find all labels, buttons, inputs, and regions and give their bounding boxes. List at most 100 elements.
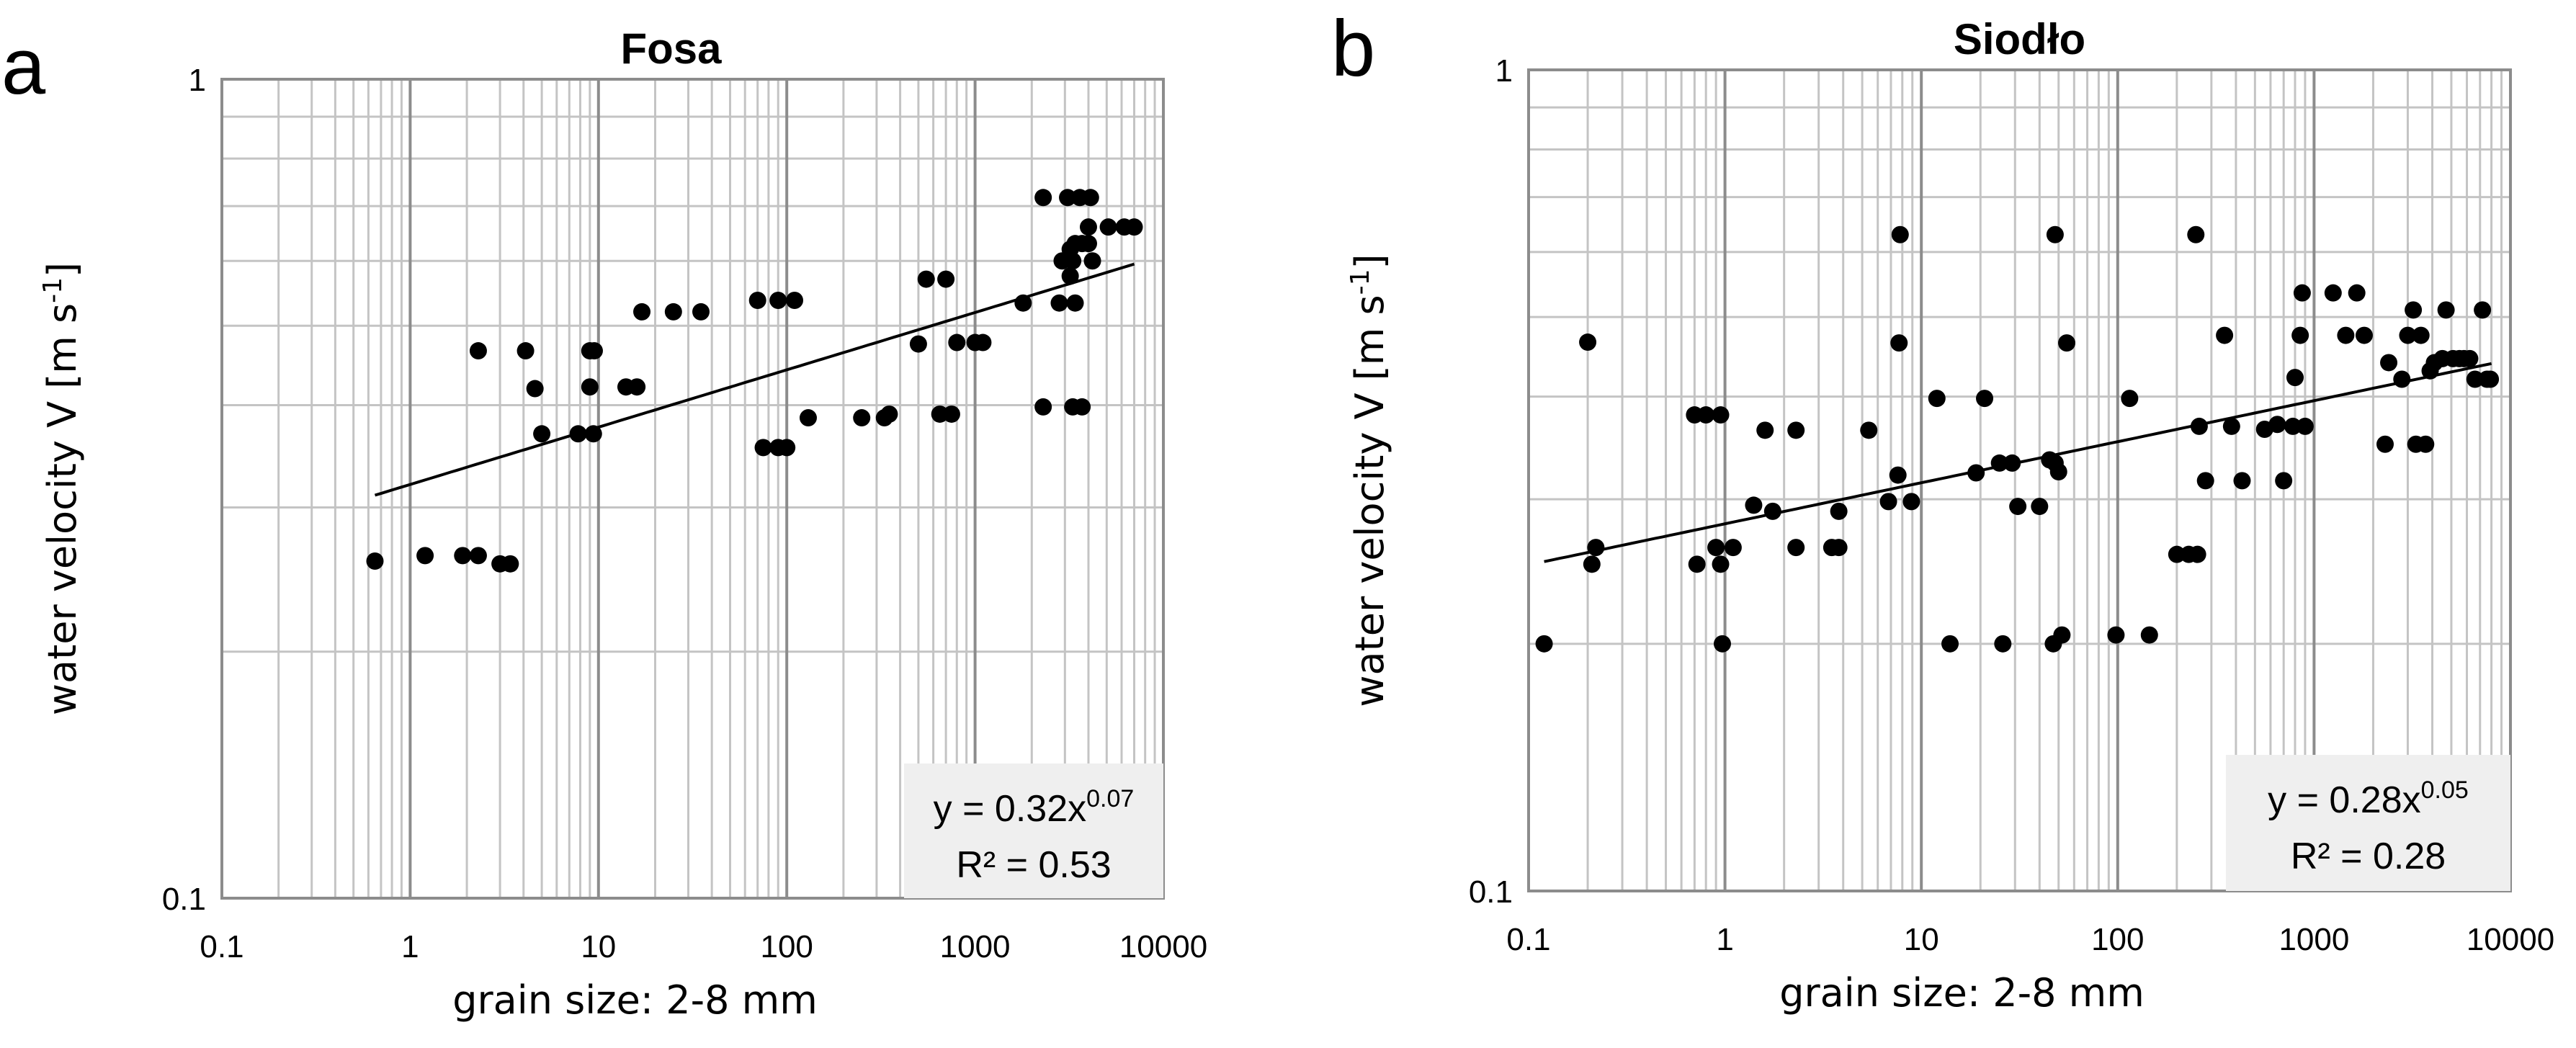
panel-b-x-axis-label: grain size: 2-8 mm — [1779, 970, 2145, 1016]
panel-a-data-point — [754, 439, 772, 457]
panel-a-data-point — [937, 270, 955, 288]
panel-b-data-point — [1579, 333, 1597, 351]
panel-a-plot-frame — [220, 78, 1165, 900]
panel-b-data-point — [1713, 635, 1731, 653]
panel-b-data-point — [1967, 464, 1985, 482]
panel-b-data-point — [2324, 284, 2342, 302]
panel-b-data-point — [2466, 370, 2484, 388]
panel-b-data-point — [2121, 390, 2139, 408]
panel-a-data-point — [1066, 294, 1084, 312]
panel-a-data-point — [692, 303, 710, 321]
panel-b-data-point — [2196, 472, 2214, 490]
panel-b-data-point — [2461, 349, 2479, 367]
panel-b-data-point — [1860, 421, 1878, 439]
panel-a-data-point — [909, 335, 927, 353]
panel-a-data-point — [942, 405, 960, 423]
panel-b-data-point — [2348, 284, 2366, 302]
panel-b-data-point — [1787, 539, 1805, 557]
panel-b-data-point — [2293, 284, 2311, 302]
panel-b-data-point — [2031, 498, 2049, 516]
panel-a-data-point — [526, 380, 544, 398]
panel-b-x-tick-label: 100 — [2091, 922, 2144, 957]
panel-a-x-axis-label: grain size: 2-8 mm — [452, 977, 818, 1023]
panel-a-x-tick-label: 10 — [581, 929, 616, 964]
panel-b-data-point — [1712, 555, 1730, 573]
panel-a-data-point — [769, 292, 787, 310]
panel-a-letter: a — [1, 22, 46, 111]
panel-a-data-point — [974, 333, 992, 351]
panel-a-data-point — [664, 303, 682, 321]
panel-b-data-point — [1990, 454, 2008, 472]
panel-a-x-tick-label: 1000 — [940, 929, 1011, 964]
panel-a-trendline — [374, 262, 1135, 497]
panel-b-data-point — [2053, 626, 2071, 644]
panel-b-data-point — [2296, 417, 2314, 435]
panel-b-data-point — [1928, 390, 1946, 408]
panel-b-plot-frame — [1527, 68, 2512, 892]
panel-a-data-point — [469, 547, 487, 565]
panel-b-data-point — [1745, 496, 1763, 514]
panel-a-data-point — [799, 409, 817, 427]
panel-b-x-tick-label: 1000 — [2278, 922, 2349, 957]
panel-b-data-point — [2003, 454, 2021, 472]
panel-b-x-tick-label: 1 — [1716, 922, 1733, 957]
panel-a-data-point — [454, 547, 472, 565]
panel-b-x-tick-label: 10 — [1904, 922, 1939, 957]
panel-b-data-point — [1941, 635, 1959, 653]
panel-b-data-point — [2140, 626, 2158, 644]
panel-a-data-point — [569, 425, 587, 443]
panel-a-data-point — [516, 342, 535, 360]
panel-a-x-tick-label: 100 — [760, 929, 813, 964]
panel-a-y-axis-label: water velocity V [m s-1] — [38, 262, 85, 715]
panel-b-y-tick-label: 1 — [1495, 53, 1513, 89]
panel-b-x-tick-label: 0.1 — [1506, 922, 1550, 957]
panel-a-data-point — [1059, 189, 1077, 207]
panel-a-x-tick-label: 10000 — [1119, 929, 1207, 964]
panel-b-data-point — [1879, 493, 1897, 511]
panel-b-data-point — [2482, 370, 2500, 388]
panel-a-data-point — [1034, 189, 1052, 207]
panel-b-data-point — [2412, 326, 2430, 344]
panel-b-data-point — [1787, 421, 1805, 439]
panel-b-data-point — [1890, 334, 1908, 352]
chart-panel-b: 0.1 1 10 100 1000 10000 0.1 1 Siodło b grain size:… — [1331, 4, 2554, 1016]
panel-b-data-point — [1891, 225, 1909, 243]
panel-a-data-point — [416, 547, 434, 565]
panel-b-data-point — [2107, 626, 2125, 644]
panel-b-data-point — [1994, 635, 2012, 653]
panel-b-data-point — [2009, 498, 2027, 516]
panel-a-data-point — [633, 303, 651, 321]
panel-b-data-point — [2268, 416, 2286, 434]
panel-b-letter: b — [1331, 4, 1375, 93]
panel-a-equation-box — [904, 763, 1163, 898]
panel-b-data-point — [2286, 369, 2304, 387]
panel-b-data-point — [1763, 502, 1781, 520]
panel-b-data-point — [1889, 466, 1907, 484]
panel-a-data-point — [581, 378, 599, 396]
panel-a-data-point — [1079, 218, 1097, 236]
panel-b-data-point — [1724, 539, 1742, 557]
panel-b-data-point — [2291, 326, 2309, 344]
panel-b-data-point — [2355, 326, 2373, 344]
panel-a-data-point — [1061, 267, 1079, 285]
panel-b-data-point — [2376, 435, 2394, 453]
panel-b-data-point — [2058, 334, 2076, 352]
panel-a-data-point — [628, 378, 646, 396]
panel-a-data-point — [1099, 218, 1117, 236]
panel-b-data-point — [2275, 472, 2293, 490]
panel-b-data-point — [2417, 435, 2435, 453]
panel-b-data-point — [2233, 472, 2251, 490]
panel-b-data-point — [2399, 326, 2417, 344]
panel-b-data-point — [1688, 555, 1706, 573]
panel-b-data-point — [2046, 225, 2064, 243]
panel-b-data-point — [1712, 406, 1730, 424]
panel-b-data-point — [2437, 301, 2455, 319]
panel-a-data-point — [469, 342, 487, 360]
panel-b-data-point — [2380, 354, 2398, 372]
panel-a-data-point — [584, 425, 602, 443]
panel-b-r-squared: R² = 0.28 — [2291, 836, 2446, 877]
panel-a-data-point — [1064, 252, 1082, 270]
panel-b-data-point — [1583, 555, 1601, 573]
panel-a-data-point — [880, 405, 898, 423]
